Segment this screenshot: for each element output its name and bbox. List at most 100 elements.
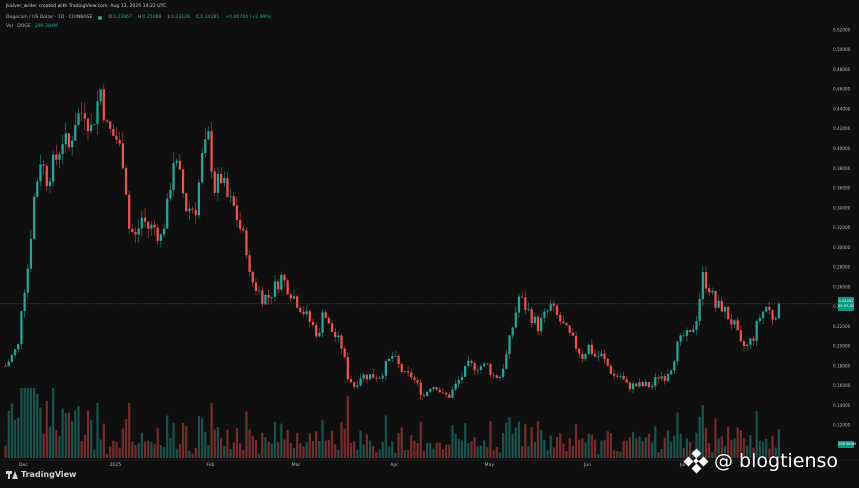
- volume-bar: [432, 448, 435, 458]
- candle: [692, 329, 695, 332]
- volume-bar: [524, 424, 527, 458]
- volume-bar: [422, 450, 426, 458]
- volume-bar: [365, 434, 368, 458]
- candle: [213, 171, 216, 193]
- candle: [571, 332, 574, 336]
- candle: [17, 344, 20, 350]
- candle: [619, 376, 622, 377]
- candle: [292, 296, 296, 299]
- price-change: +0.00704 (+2.99%): [225, 15, 272, 20]
- candle: [714, 290, 717, 308]
- volume-bar: [581, 438, 584, 458]
- candle: [359, 378, 362, 386]
- candle: [628, 382, 632, 390]
- volume-bar: [663, 437, 666, 458]
- volume-bar: [296, 432, 299, 458]
- volume-label[interactable]: Vol · DOGE: [6, 24, 31, 29]
- volume-bar: [238, 443, 242, 458]
- time-axis[interactable]: Dec 2025 Feb Mar Apr May Jun Jul: [19, 462, 685, 468]
- price-axis-tick: 0.36000: [833, 186, 851, 191]
- volume-bar: [292, 447, 296, 458]
- volume-bar: [213, 429, 216, 458]
- candle: [587, 344, 590, 355]
- volume-bar: [359, 430, 362, 458]
- candle: [400, 364, 403, 373]
- volume-bar: [479, 445, 483, 458]
- tradingview-logo[interactable]: TradingView: [6, 470, 76, 479]
- volume-bar: [115, 441, 118, 458]
- candle: [460, 376, 464, 381]
- last-price-tag: 0.24281 09:37:02: [838, 297, 854, 311]
- volume-bar: [340, 421, 343, 458]
- candle: [457, 380, 460, 384]
- volume-bar: [384, 415, 388, 458]
- volume-bar: [666, 430, 670, 458]
- candle: [251, 271, 254, 283]
- volume-bar: [254, 439, 258, 458]
- candle: [467, 360, 470, 366]
- volume-bar: [102, 423, 105, 458]
- symbol-legend[interactable]: Dogecoin / US Dollar · 1D · COINBASE O0.…: [6, 15, 272, 20]
- candle: [511, 327, 514, 336]
- volume-bar: [77, 406, 80, 458]
- volume-bar: [410, 435, 413, 458]
- candle: [162, 228, 166, 235]
- candle: [536, 316, 540, 332]
- volume-bar: [13, 419, 17, 458]
- volume-bar: [502, 432, 505, 458]
- volume-bar: [498, 452, 502, 458]
- candle: [191, 208, 194, 210]
- volume-bar: [470, 441, 473, 458]
- candle: [264, 294, 267, 305]
- candle: [102, 89, 105, 121]
- volume-bar: [251, 435, 254, 458]
- volume-bar: [343, 428, 346, 458]
- volume-bar: [635, 438, 638, 458]
- symbol-title[interactable]: Dogecoin / US Dollar · 1D · COINBASE: [6, 15, 93, 20]
- candle: [61, 144, 64, 155]
- price-axis-tick: 0.44000: [833, 106, 851, 111]
- volume-bar: [746, 445, 749, 458]
- candle: [93, 124, 96, 125]
- volume-bar: [568, 437, 571, 458]
- price-axis[interactable]: 0.52000 0.50000 0.48000 0.46000 0.44000 0.420…: [833, 27, 851, 427]
- volume-bar: [362, 444, 365, 458]
- volume-bar: [628, 437, 632, 458]
- candle: [210, 131, 213, 172]
- candle: [334, 332, 337, 338]
- price-axis-tick: 0.20000: [833, 344, 851, 349]
- volume-bar: [64, 413, 67, 458]
- price-axis-tick: 0.16000: [833, 383, 851, 388]
- volume-bar: [650, 442, 654, 458]
- volume-bar: [153, 444, 156, 458]
- price-axis-tick: 0.26000: [833, 284, 851, 289]
- candle: [80, 113, 83, 114]
- candle: [533, 316, 536, 323]
- volume-legend[interactable]: Vol · DOGE 298.384M: [6, 24, 58, 29]
- volume-bar: [400, 427, 403, 458]
- volume-value: 298.384M: [34, 24, 58, 29]
- candle: [593, 353, 597, 357]
- volume-bar: [451, 425, 454, 458]
- candle: [432, 387, 435, 390]
- volume-bar: [337, 449, 340, 458]
- volume-bar: [23, 388, 26, 458]
- candle: [58, 154, 61, 160]
- candle: [657, 377, 660, 379]
- candle: [600, 353, 603, 357]
- volume-bar: [353, 441, 356, 458]
- volume-bar: [657, 451, 660, 458]
- candle: [708, 288, 711, 293]
- candle: [315, 324, 318, 337]
- volume-bar: [356, 449, 359, 458]
- volume-bar: [543, 439, 546, 458]
- volume-bar: [71, 421, 74, 458]
- candle: [64, 133, 67, 145]
- volume-bar: [600, 440, 603, 458]
- volume-bar: [644, 437, 647, 458]
- candle: [311, 321, 315, 325]
- last-volume-tag: 298.384M: [838, 441, 856, 448]
- candle: [720, 300, 723, 312]
- candle: [368, 374, 372, 380]
